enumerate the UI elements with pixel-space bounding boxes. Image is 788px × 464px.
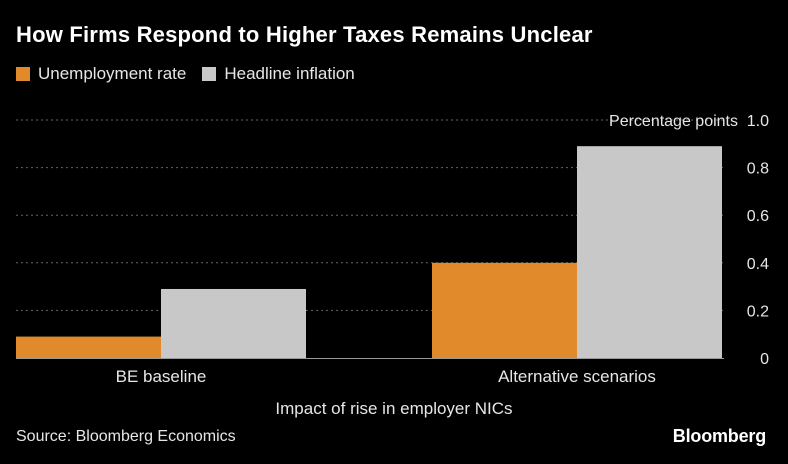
bar-unemployment [16, 336, 161, 358]
source-note: Source: Bloomberg Economics [16, 428, 236, 445]
y-tick-label: 0.8 [747, 161, 769, 178]
legend-item-unemployment: Unemployment rate [16, 64, 186, 84]
legend-swatch-unemployment [16, 67, 30, 81]
y-tick-label: 0.6 [747, 208, 769, 225]
y-tick-label: 0.4 [747, 256, 769, 273]
chart-title: How Firms Respond to Higher Taxes Remain… [16, 22, 593, 47]
y-axis-label: Percentage points [609, 113, 738, 130]
bar-layer [16, 146, 722, 358]
x-category-label: Alternative scenarios [498, 367, 656, 386]
legend: Unemployment rate Headline inflation [16, 64, 371, 84]
legend-label-inflation: Headline inflation [224, 64, 355, 83]
y-tick-label: 0.2 [747, 303, 769, 320]
bar-unemployment [432, 262, 577, 358]
x-axis-label: Impact of rise in employer NICs [275, 399, 512, 418]
legend-swatch-inflation [202, 67, 217, 81]
y-tick-label: 1.0 [747, 113, 769, 130]
legend-item-inflation: Headline inflation [202, 64, 355, 84]
y-tick-label: 0 [760, 351, 769, 368]
legend-label-unemployment: Unemployment rate [38, 64, 187, 83]
x-category-label: BE baseline [116, 367, 207, 386]
bar-inflation [161, 288, 306, 358]
bloomberg-logo: Bloomberg [672, 426, 766, 446]
label-layer: 0 0.2 0.4 0.6 0.8 1.0 Percentage points BE base… [116, 113, 769, 418]
bar-inflation [577, 146, 722, 358]
